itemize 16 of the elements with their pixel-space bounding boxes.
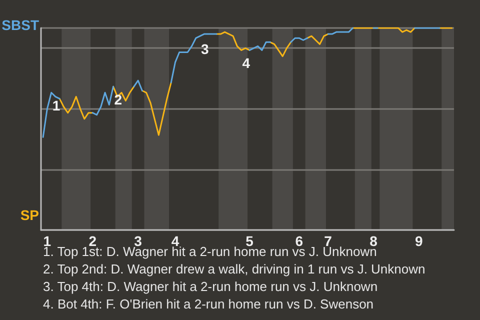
x-tick-label: 4 bbox=[171, 233, 180, 249]
x-tick-label: 6 bbox=[295, 233, 304, 249]
text: 4. Bot 4th: F. O'Brien hit a 2-run home run vs D. Swenson bbox=[43, 296, 374, 312]
x-tick-label: 2 bbox=[88, 233, 97, 249]
x-tick-label: 8 bbox=[370, 233, 378, 249]
annotation: 4 bbox=[242, 55, 250, 72]
annotation: 3 bbox=[201, 41, 210, 58]
annotation: 1 bbox=[52, 98, 60, 114]
x-tick-label: 3 bbox=[134, 233, 142, 249]
x-tick-label: 9 bbox=[414, 233, 423, 249]
text: 3. Top 4th: D. Wagner hit a 2-run home run vs J. Unknown bbox=[43, 279, 378, 294]
text: SP bbox=[20, 207, 40, 223]
annotation: 2 bbox=[114, 92, 122, 108]
text: SBST bbox=[2, 17, 40, 33]
text: 2. Top 2nd: D. Wagner drew a walk, driving in 1 run vs J. Unknown bbox=[43, 262, 426, 276]
x-tick-label: 5 bbox=[246, 233, 254, 249]
